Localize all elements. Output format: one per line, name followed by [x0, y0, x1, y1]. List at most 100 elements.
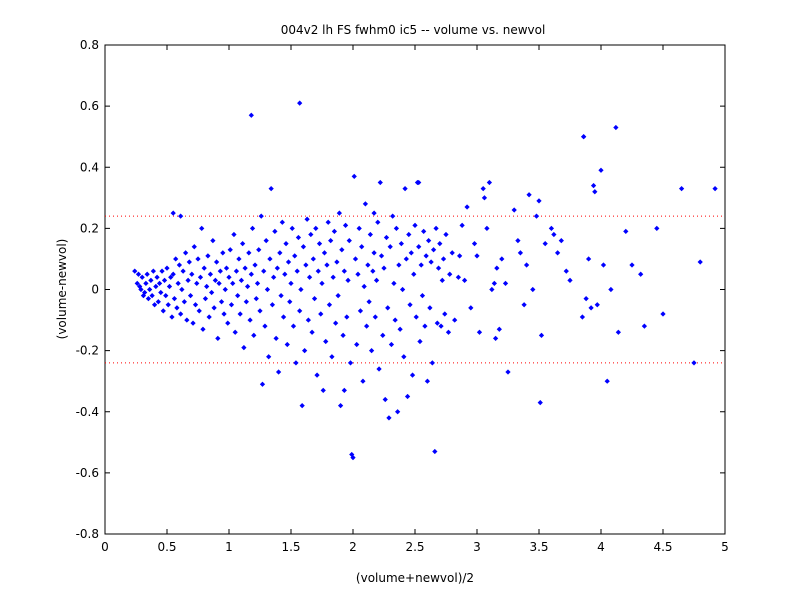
data-point [356, 225, 362, 231]
data-point [521, 302, 527, 308]
y-tick-label: -0.4 [76, 405, 99, 419]
data-point [223, 265, 230, 271]
data-point [246, 250, 252, 256]
data-point [215, 335, 221, 342]
data-point [232, 329, 238, 335]
data-point [228, 302, 235, 308]
data-point [315, 268, 321, 274]
data-point [271, 274, 277, 280]
data-point [408, 250, 414, 256]
data-point [147, 286, 153, 293]
data-point [364, 323, 370, 329]
x-axis: 0 0.5 1 1.5 2 2.5 3 3.5 4 4.5 5 [101, 45, 729, 554]
data-point [316, 241, 323, 247]
data-point [418, 262, 424, 268]
data-point [209, 289, 215, 296]
data-point [480, 186, 486, 192]
data-point [287, 299, 293, 305]
data-point [151, 302, 158, 308]
data-point [299, 403, 305, 409]
data-point [139, 274, 145, 280]
data-point [387, 244, 393, 250]
data-point [615, 329, 621, 335]
data-point [257, 308, 263, 314]
data-point [411, 271, 417, 277]
data-point [320, 387, 326, 393]
y-axis: -0.8 -0.6 -0.4 -0.2 0 0.2 0.4 0.6 0.8 [76, 38, 725, 541]
data-points [132, 100, 718, 461]
data-point [422, 323, 428, 329]
data-point [468, 305, 474, 311]
data-point [416, 179, 422, 186]
data-point [355, 271, 361, 277]
data-point [174, 305, 180, 311]
data-point [148, 277, 154, 283]
data-point [423, 253, 429, 259]
data-point [342, 222, 349, 228]
data-point [233, 268, 240, 274]
data-point [240, 241, 246, 247]
x-tick-label: 1.5 [281, 540, 300, 554]
data-point [345, 277, 351, 283]
data-point [243, 299, 249, 305]
data-point [155, 299, 161, 305]
data-point [354, 341, 360, 348]
data-point [248, 112, 254, 118]
data-point [339, 247, 345, 253]
data-point [156, 280, 163, 287]
data-point [212, 277, 218, 283]
data-point [489, 286, 495, 293]
y-tick-label: 0.2 [80, 221, 99, 235]
data-point [341, 268, 347, 274]
data-point [492, 335, 499, 342]
data-point [331, 228, 338, 235]
data-point [274, 265, 280, 271]
data-point [382, 396, 388, 403]
data-point [263, 237, 269, 244]
data-point [581, 134, 587, 140]
data-point [386, 415, 392, 421]
data-point [290, 323, 297, 329]
data-point [168, 274, 174, 280]
data-point [181, 299, 187, 305]
data-point [347, 360, 354, 366]
data-point [166, 283, 173, 290]
data-point [393, 225, 400, 231]
data-point [476, 329, 483, 335]
data-point [375, 219, 381, 225]
data-point [309, 329, 315, 335]
data-point [252, 262, 258, 268]
data-point [197, 274, 204, 280]
data-point [712, 186, 718, 192]
data-point [278, 292, 284, 299]
data-point [583, 296, 589, 302]
data-point [360, 378, 366, 384]
data-point [588, 305, 594, 311]
x-tick-label: 0 [101, 540, 109, 554]
data-point [211, 305, 217, 311]
y-axis-label: (volume-newvol) [55, 239, 69, 340]
y-tick-label: 0.6 [80, 99, 99, 113]
data-point [251, 332, 257, 338]
data-point [180, 268, 186, 274]
data-point [417, 338, 423, 345]
data-point [145, 296, 152, 302]
data-point [344, 314, 350, 320]
data-point [170, 271, 176, 277]
data-point [328, 237, 334, 244]
data-point [401, 354, 407, 360]
data-point [377, 179, 383, 186]
data-point [264, 286, 271, 293]
data-point [303, 262, 309, 268]
data-point [548, 225, 555, 231]
data-point [359, 244, 365, 250]
data-point [254, 280, 261, 287]
data-point [371, 250, 377, 256]
data-point [282, 271, 288, 277]
data-point [143, 280, 149, 287]
y-tick-label: 0.4 [80, 160, 99, 174]
data-point [368, 348, 375, 354]
data-point [563, 268, 569, 274]
data-point [318, 311, 324, 317]
data-point [236, 256, 242, 262]
